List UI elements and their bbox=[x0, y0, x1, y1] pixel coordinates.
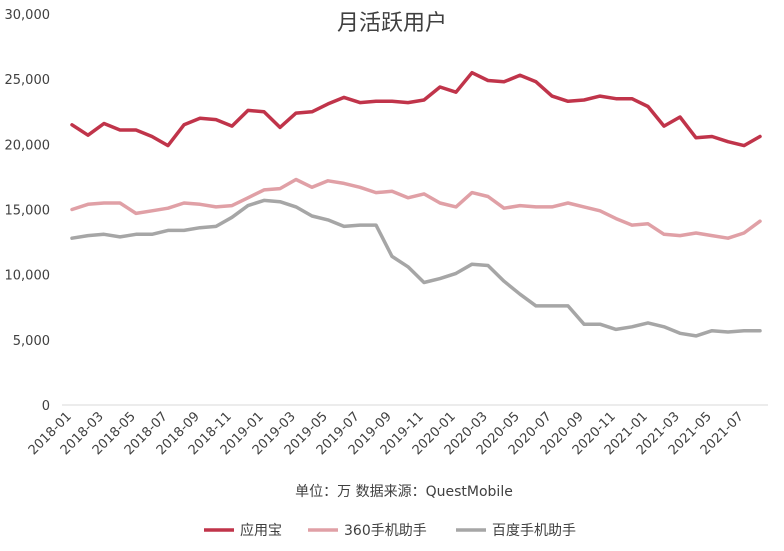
y-tick-label: 25,000 bbox=[5, 73, 51, 88]
y-axis: 0 5,000 10,000 15,000 20,000 25,000 30,000 bbox=[5, 8, 51, 414]
unit-source-note: 单位：万 数据来源：QuestMobile bbox=[295, 484, 513, 500]
legend-label-1: 360手机助手 bbox=[344, 523, 427, 539]
series-line-0 bbox=[70, 70, 762, 148]
series-line-1 bbox=[70, 177, 762, 240]
y-tick-label: 5,000 bbox=[13, 334, 50, 349]
legend-label-0: 应用宝 bbox=[240, 522, 282, 539]
x-axis: 2018-012018-032018-052018-072018-092018-… bbox=[26, 409, 747, 458]
legend: 应用宝 360手机助手 百度手机助手 bbox=[204, 522, 576, 539]
series-line-2 bbox=[70, 198, 762, 338]
series-layer bbox=[70, 70, 762, 338]
chart-title: 月活跃用户 bbox=[337, 11, 447, 36]
y-tick-label: 0 bbox=[42, 399, 50, 414]
y-tick-label: 20,000 bbox=[5, 138, 51, 153]
y-tick-label: 10,000 bbox=[5, 269, 51, 284]
y-tick-label: 15,000 bbox=[5, 204, 51, 219]
legend-label-2: 百度手机助手 bbox=[492, 523, 576, 539]
y-tick-label: 30,000 bbox=[5, 8, 51, 23]
